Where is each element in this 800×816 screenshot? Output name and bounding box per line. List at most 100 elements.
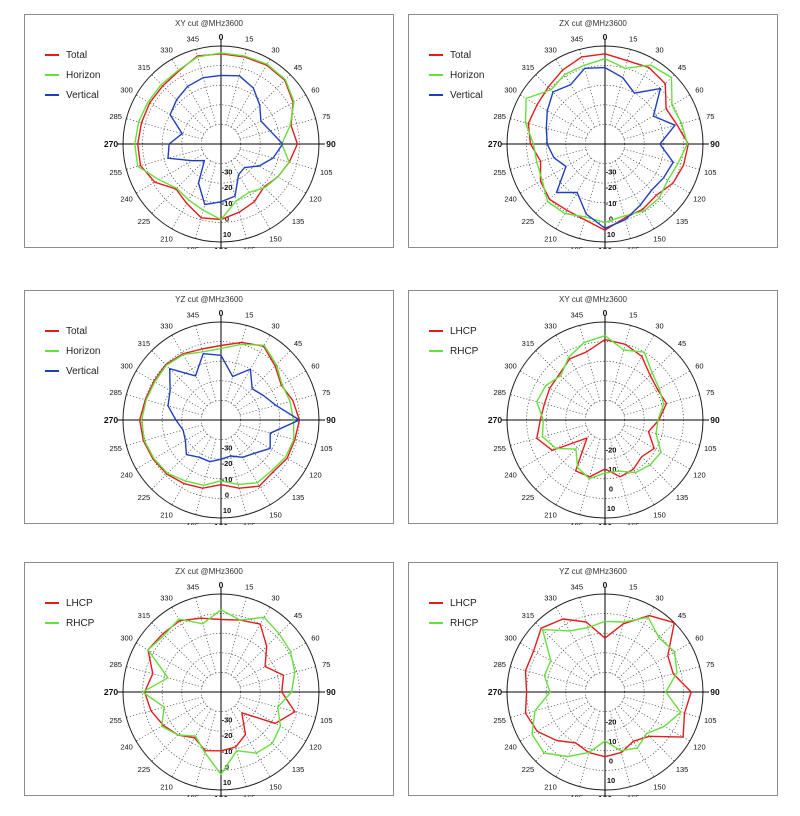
angle-label: 210 bbox=[160, 510, 173, 519]
angle-label: 120 bbox=[309, 471, 322, 480]
legend-item: RHCP bbox=[45, 613, 94, 633]
grid-spoke bbox=[230, 708, 271, 778]
radial-scale-label: -30 bbox=[222, 443, 233, 452]
angle-label: 330 bbox=[160, 594, 173, 603]
angle-label: 75 bbox=[706, 660, 714, 669]
radial-scale-label: 10 bbox=[223, 778, 231, 787]
angle-label: 345 bbox=[571, 35, 584, 44]
angle-label: 195 bbox=[187, 793, 200, 797]
series-line bbox=[134, 52, 295, 221]
grid-spoke bbox=[151, 74, 208, 131]
angle-label: 60 bbox=[695, 86, 703, 95]
legend-swatch bbox=[429, 602, 443, 604]
radial-scale-label: -20 bbox=[222, 459, 233, 468]
legend-swatch bbox=[45, 602, 59, 604]
grid-spoke bbox=[230, 436, 271, 506]
radial-scale-label: 0 bbox=[609, 214, 613, 223]
grid-spoke bbox=[171, 436, 212, 506]
angle-label: 150 bbox=[269, 510, 282, 519]
grid-spoke bbox=[555, 160, 596, 230]
angle-label: 165 bbox=[627, 793, 640, 797]
legend-swatch bbox=[429, 350, 443, 352]
angle-label: 135 bbox=[292, 765, 305, 774]
angle-label: 0 bbox=[603, 580, 608, 590]
angle-label: 240 bbox=[120, 743, 133, 752]
series-line bbox=[140, 343, 295, 487]
angle-label: 0 bbox=[219, 32, 224, 42]
angle-label: 270 bbox=[488, 139, 502, 149]
grid-spoke bbox=[237, 701, 307, 742]
grid-spoke bbox=[621, 94, 691, 135]
angle-label: 180 bbox=[214, 522, 228, 525]
legend-swatch bbox=[45, 622, 59, 624]
angle-label: 15 bbox=[629, 35, 637, 44]
radial-scale-label: 0 bbox=[225, 214, 229, 223]
legend-label: RHCP bbox=[66, 617, 95, 629]
grid-spoke bbox=[621, 642, 691, 683]
angle-label: 30 bbox=[655, 594, 663, 603]
angle-label: 15 bbox=[629, 311, 637, 320]
angle-label: 150 bbox=[269, 782, 282, 791]
angle-label: 150 bbox=[653, 510, 666, 519]
grid-spoke bbox=[225, 438, 247, 515]
angle-label: 45 bbox=[294, 611, 302, 620]
grid-spoke bbox=[151, 350, 208, 407]
grid-spoke bbox=[237, 429, 307, 470]
grid-spoke bbox=[623, 696, 700, 718]
legend-swatch bbox=[429, 54, 443, 56]
angle-label: 225 bbox=[522, 765, 535, 774]
angle-label: 75 bbox=[322, 388, 330, 397]
grid-spoke bbox=[230, 58, 271, 128]
angle-label: 285 bbox=[109, 660, 122, 669]
angle-label: 90 bbox=[710, 415, 720, 425]
angle-label: 135 bbox=[292, 493, 305, 502]
grid-spoke bbox=[555, 58, 596, 128]
grid-spoke bbox=[510, 394, 587, 416]
chart-title: XY cut @MHz3600 bbox=[558, 295, 627, 304]
angle-label: 345 bbox=[187, 583, 200, 592]
legend: LHCP RHCP bbox=[429, 321, 478, 361]
grid-spoke bbox=[126, 666, 203, 688]
angle-label: 0 bbox=[603, 308, 608, 318]
polar-plot: 0 15 30 45 60 75 90 105 120 135 150 165 180 195 210 225… bbox=[488, 580, 720, 797]
radial-scale-label: 10 bbox=[607, 776, 615, 785]
angle-label: 285 bbox=[493, 388, 506, 397]
grid-spoke bbox=[237, 153, 307, 194]
grid-spoke bbox=[510, 696, 587, 718]
angle-label: 135 bbox=[676, 493, 689, 502]
angle-label: 75 bbox=[322, 660, 330, 669]
angle-label: 210 bbox=[544, 234, 557, 243]
angle-label: 255 bbox=[109, 716, 122, 725]
grid-spoke bbox=[171, 58, 212, 128]
polar-plot: 0 15 30 45 60 75 90 105 120 135 150 165 180 195 210 225… bbox=[104, 32, 336, 249]
grid-spoke bbox=[239, 666, 316, 688]
angle-label: 90 bbox=[710, 139, 720, 149]
radial-scale-label: -10 bbox=[606, 465, 617, 474]
grid-spoke bbox=[225, 325, 247, 402]
angle-label: 60 bbox=[311, 362, 319, 371]
grid-spoke bbox=[171, 334, 212, 404]
angle-label: 330 bbox=[544, 322, 557, 331]
angle-label: 15 bbox=[245, 311, 253, 320]
angle-label: 120 bbox=[693, 743, 706, 752]
legend-item: Horizon bbox=[45, 341, 100, 361]
series-line bbox=[524, 58, 688, 224]
angle-label: 135 bbox=[676, 217, 689, 226]
grid-spoke bbox=[623, 424, 700, 446]
angle-label: 165 bbox=[627, 245, 640, 249]
angle-label: 180 bbox=[598, 246, 612, 249]
legend-item: Vertical bbox=[429, 85, 484, 105]
grid-spoke bbox=[126, 394, 203, 416]
grid-spoke bbox=[519, 642, 589, 683]
polar-plot: 0 15 30 45 60 75 90 105 120 135 150 165 180 195 210 225… bbox=[488, 308, 720, 525]
legend-item: Vertical bbox=[45, 361, 100, 381]
legend-item: Total bbox=[45, 321, 100, 341]
angle-label: 270 bbox=[488, 687, 502, 697]
chart-title: YZ cut @MHz3600 bbox=[175, 295, 243, 304]
grid-spoke bbox=[135, 642, 205, 683]
polar-plot: 0 15 30 45 60 75 90 105 120 135 150 165 180 195 210 225… bbox=[104, 580, 336, 797]
angle-label: 120 bbox=[693, 195, 706, 204]
angle-label: 180 bbox=[214, 794, 228, 797]
grid-spoke bbox=[579, 325, 601, 402]
grid-spoke bbox=[614, 708, 655, 778]
